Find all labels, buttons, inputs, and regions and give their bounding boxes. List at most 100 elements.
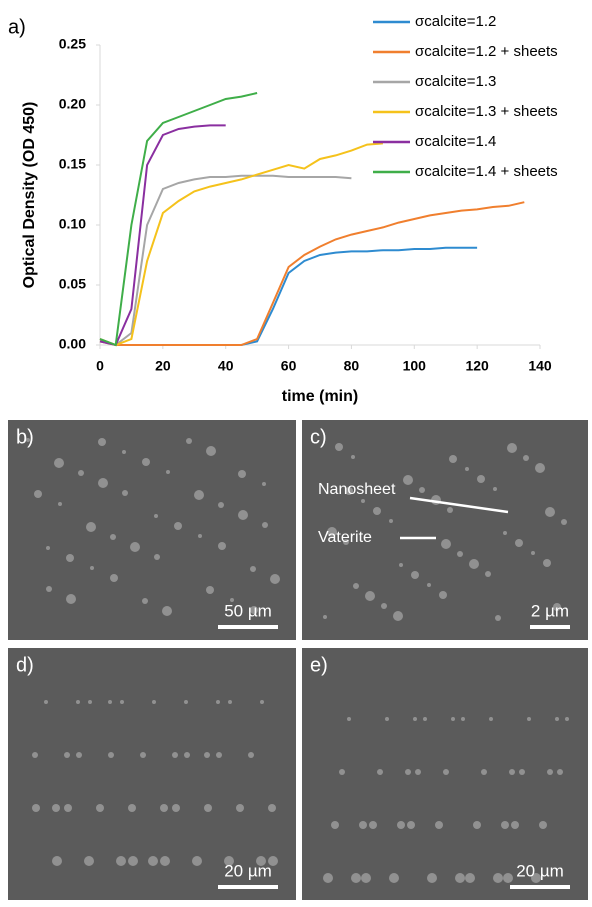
particle <box>347 717 351 721</box>
panel-label: d) <box>16 654 34 676</box>
particle <box>493 873 503 883</box>
particle <box>353 583 359 589</box>
legend-label: σcalcite=1.3 + sheets <box>415 103 558 120</box>
particle <box>206 586 214 594</box>
panel-label: a) <box>8 16 26 38</box>
particle <box>46 546 50 550</box>
particle <box>465 467 469 471</box>
particle <box>218 542 226 550</box>
particle <box>162 606 172 616</box>
particle <box>90 566 94 570</box>
particle <box>172 804 180 812</box>
particle <box>351 455 355 459</box>
particle <box>172 752 178 758</box>
data-line <box>99 92 258 347</box>
particle <box>152 700 156 704</box>
particle <box>501 821 509 829</box>
x-tick-label: 40 <box>218 358 234 374</box>
x-axis-title: time (min) <box>282 388 358 405</box>
particle <box>154 514 158 518</box>
particle <box>64 804 72 812</box>
particle <box>493 487 497 491</box>
particle <box>140 752 146 758</box>
particle <box>485 571 491 577</box>
particle <box>58 502 62 506</box>
particle <box>184 752 190 758</box>
particle <box>268 856 278 866</box>
scale-bar <box>530 625 570 629</box>
data-line <box>99 142 383 347</box>
particle <box>142 458 150 466</box>
particle <box>553 603 561 611</box>
particle <box>148 856 158 866</box>
particle <box>527 717 531 721</box>
particle <box>204 752 210 758</box>
particle <box>557 769 563 775</box>
particle <box>184 700 188 704</box>
arrow <box>409 496 509 514</box>
x-tick-label: 100 <box>403 358 427 374</box>
particle <box>194 490 204 500</box>
y-axis-title: Optical Density (OD 450) <box>21 102 38 289</box>
particle <box>495 615 501 621</box>
particle <box>130 542 140 552</box>
particle <box>122 490 128 496</box>
particle <box>331 821 339 829</box>
legend-label: σcalcite=1.2 <box>415 13 496 30</box>
particle <box>545 507 555 517</box>
particle <box>415 769 421 775</box>
particle <box>160 856 170 866</box>
particle <box>531 873 541 883</box>
particle <box>142 598 148 604</box>
particle <box>455 873 465 883</box>
particle <box>78 470 84 476</box>
particle <box>262 522 268 528</box>
particle <box>385 717 389 721</box>
particle <box>250 606 258 614</box>
particle <box>359 821 367 829</box>
particle <box>519 769 525 775</box>
particle <box>399 563 403 567</box>
particle <box>351 873 361 883</box>
particle <box>88 700 92 704</box>
x-tick-label: 120 <box>465 358 489 374</box>
legend-label: σcalcite=1.2 + sheets <box>415 43 558 60</box>
particle <box>427 873 437 883</box>
particle <box>110 534 116 540</box>
particle <box>260 700 264 704</box>
particle <box>32 752 38 758</box>
particle <box>423 717 427 721</box>
particle <box>411 571 419 579</box>
panel-label: c) <box>310 426 327 448</box>
annotation: Vaterite <box>318 529 372 546</box>
particle <box>393 611 403 621</box>
particle <box>531 551 535 555</box>
particle <box>447 507 453 513</box>
data-line <box>99 201 525 346</box>
particle <box>461 717 465 721</box>
panel-label: e) <box>310 654 328 676</box>
particle <box>120 700 124 704</box>
particle <box>238 470 246 478</box>
data-line <box>99 246 478 346</box>
annotation: Nanosheet <box>318 481 396 498</box>
particle <box>76 752 82 758</box>
particle <box>218 502 224 508</box>
particle <box>206 446 216 456</box>
particle <box>192 856 202 866</box>
particle <box>270 574 280 584</box>
x-tick-label: 0 <box>96 358 104 374</box>
particle <box>397 821 405 829</box>
particle <box>547 769 553 775</box>
particle <box>66 554 74 562</box>
particle <box>339 769 345 775</box>
particle <box>427 583 431 587</box>
particle <box>52 856 62 866</box>
particle <box>373 507 381 515</box>
scale-bar-label: 2 µm <box>531 601 569 620</box>
scale-bar-label: 20 µm <box>516 861 564 880</box>
scale-bar <box>510 885 570 889</box>
particle <box>128 804 136 812</box>
particle <box>98 438 106 446</box>
